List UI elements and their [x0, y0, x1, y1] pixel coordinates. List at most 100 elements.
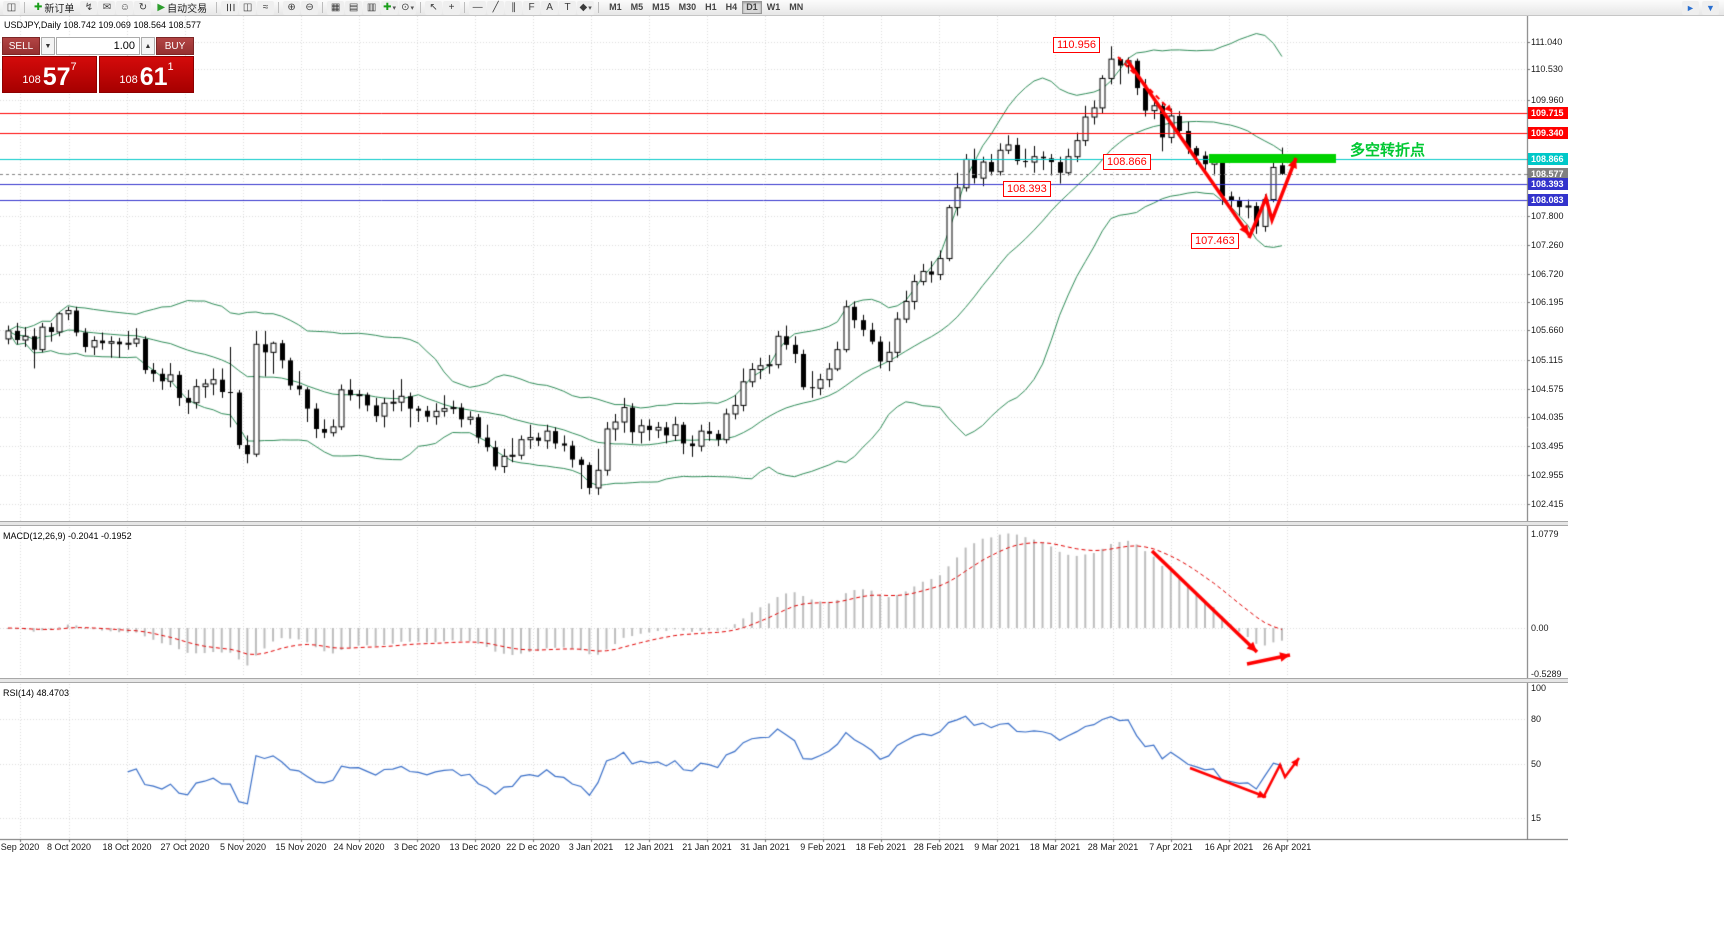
timeframe-mn[interactable]: MN [785, 1, 807, 14]
chart-canvas[interactable] [0, 16, 1568, 859]
indicators-icon[interactable]: ✚ ▾ [381, 0, 399, 15]
new-order-button-label: 新订单 [44, 4, 75, 15]
timeframe-w1[interactable]: W1 [763, 1, 785, 14]
date-label: 18 Feb 2021 [855, 842, 907, 852]
cascade-windows-icon: ▤ [348, 2, 359, 13]
volume-up-icon: ▲ [144, 42, 152, 50]
chart-ohlc-header: USDJPY,Daily 108.742 109.069 108.564 108… [4, 20, 201, 30]
timeframe-h1[interactable]: H1 [701, 1, 721, 14]
y-axis-label: 107.260 [1531, 239, 1564, 250]
timeframe-m15[interactable]: M15 [648, 1, 674, 14]
zoom-out-icon[interactable]: ⊖ [301, 0, 319, 15]
volume-up-button[interactable]: ▲ [141, 37, 155, 55]
y-axis-label: 104.035 [1531, 412, 1564, 423]
y-axis-label: 102.415 [1531, 499, 1564, 510]
price-badge-108083: 108.083 [1528, 194, 1568, 207]
y-axis-label: 102.955 [1531, 470, 1564, 481]
y-axis-label: 105.660 [1531, 325, 1564, 336]
annotation-low-price[interactable]: 107.463 [1191, 233, 1239, 249]
price-axis[interactable]: 111.040 110.530 109.960 107.800 107.260 106.7… [1527, 16, 1568, 839]
profile-icon[interactable]: ☺ [116, 0, 134, 15]
hline-icon[interactable]: ― [469, 0, 487, 15]
channel-icon: ∥ [511, 2, 517, 13]
annotation-peak-price[interactable]: 110.956 [1053, 37, 1100, 53]
timeframe-h4[interactable]: H4 [722, 1, 742, 14]
buy-price-button[interactable]: 108 61 1 [99, 56, 194, 93]
buy-button[interactable]: BUY [156, 37, 194, 55]
toolbar-separator [464, 2, 466, 13]
volume-field[interactable]: 1.00 [56, 37, 140, 55]
y-axis-label: 110.530 [1531, 64, 1563, 75]
sell-price-point: 7 [70, 61, 77, 73]
chevron-down-icon: ▾ [588, 4, 592, 12]
toolbar-separator [278, 2, 280, 13]
date-label: 13 Dec 2020 [449, 842, 501, 852]
panel-separator-macd[interactable] [0, 521, 1568, 526]
sell-price-button[interactable]: 108 57 7 [2, 56, 97, 93]
crosshair-icon[interactable]: + [443, 0, 461, 15]
panel-separator-rsi[interactable] [0, 678, 1568, 683]
trendline-icon[interactable]: ╱ [487, 0, 505, 15]
cascade-windows-icon[interactable]: ▤ [345, 0, 363, 15]
refresh-icon: ↻ [138, 2, 148, 13]
channel-icon[interactable]: ∥ [505, 0, 523, 15]
chart-window: USDJPY,Daily 108.742 109.069 108.564 108… [0, 16, 1724, 943]
price-badge-108577: 108.577 [1528, 168, 1568, 181]
rsi-scale-label: 50 [1531, 759, 1542, 770]
volume-down-button[interactable]: ▼ [41, 37, 55, 55]
date-label: 15 Nov 2020 [275, 842, 327, 852]
chevron-down-icon: ▾ [392, 4, 397, 12]
y-axis-label: 111.040 [1531, 37, 1563, 47]
arrange-windows-icon[interactable]: ▥ [363, 0, 381, 15]
turning-point-note[interactable]: 多空转折点 [1350, 142, 1426, 159]
date-label: 28 Feb 2021 [913, 842, 965, 852]
tile-windows-icon[interactable]: ▦ [327, 0, 345, 15]
sell-button[interactable]: SELL [2, 37, 40, 55]
toolbar-menu-icon[interactable]: ▼ [1702, 0, 1719, 15]
chat-icon[interactable]: ✉ [98, 0, 116, 15]
date-label: 16 Apr 2021 [1204, 842, 1254, 852]
new-order-button[interactable]: ✚ 新订单 [29, 1, 79, 15]
date-label: 31 Jan 2021 [740, 842, 790, 852]
buy-price-point: 1 [167, 61, 174, 73]
text-icon[interactable]: A [541, 0, 559, 15]
annotation-level-108393[interactable]: 108.393 [1003, 181, 1051, 197]
chart-window-icon[interactable]: ◫ [3, 0, 20, 15]
periods-icon[interactable]: ⊙ ▾ [399, 0, 417, 15]
label-icon[interactable]: T [559, 0, 577, 15]
bar-chart-icon[interactable]: ☰ [221, 0, 239, 15]
time-axis[interactable]: Sep 2020 8 Oct 2020 18 Oct 2020 27 Oct 2020… [0, 839, 1568, 857]
toolbar-next-icon[interactable]: ► [1682, 0, 1699, 15]
hline-icon: ― [472, 2, 483, 13]
refresh-icon[interactable]: ↻ [134, 0, 152, 15]
cursor-icon[interactable]: ↖ [425, 0, 443, 15]
zoom-in-icon: ⊕ [287, 2, 296, 13]
date-label: 12 Jan 2021 [624, 842, 674, 852]
price-badge-109340: 109.340 [1528, 127, 1568, 140]
toolbar-separator [216, 2, 218, 13]
one-click-icon[interactable]: ↯ [80, 0, 98, 15]
autotrade-button-label: 自动交易 [167, 4, 208, 15]
zoom-in-icon[interactable]: ⊕ [283, 0, 301, 15]
date-label: 8 Oct 2020 [46, 842, 92, 852]
y-axis-label: 103.495 [1531, 441, 1564, 452]
volume-down-icon: ▼ [44, 42, 52, 50]
candle-chart-icon[interactable]: ◫ [239, 0, 257, 15]
annotation-level-108866[interactable]: 108.866 [1103, 154, 1151, 170]
arrange-windows-icon: ▥ [366, 2, 377, 13]
price-badge-108393: 108.393 [1528, 177, 1568, 190]
timeframe-d1[interactable]: D1 [742, 1, 762, 14]
shapes-icon[interactable]: ◆ ▾ [577, 0, 595, 15]
toolbar-separator [322, 2, 324, 13]
price-badge-109715: 109.715 [1528, 107, 1568, 120]
autotrade-button[interactable]: ▶ 自动交易 [152, 1, 212, 15]
timeframe-m1[interactable]: M1 [605, 1, 626, 14]
date-label: 27 Oct 2020 [160, 842, 210, 852]
timeframe-m30[interactable]: M30 [675, 1, 701, 14]
candle-chart-icon: ◫ [242, 2, 253, 13]
timeframe-m5[interactable]: M5 [627, 1, 648, 14]
line-chart-icon[interactable]: ≈ [257, 0, 275, 15]
toolbar-overflow: ► ▼ [1682, 0, 1721, 15]
fibonacci-icon[interactable]: F [523, 0, 541, 15]
trendline-icon: ╱ [492, 2, 499, 13]
